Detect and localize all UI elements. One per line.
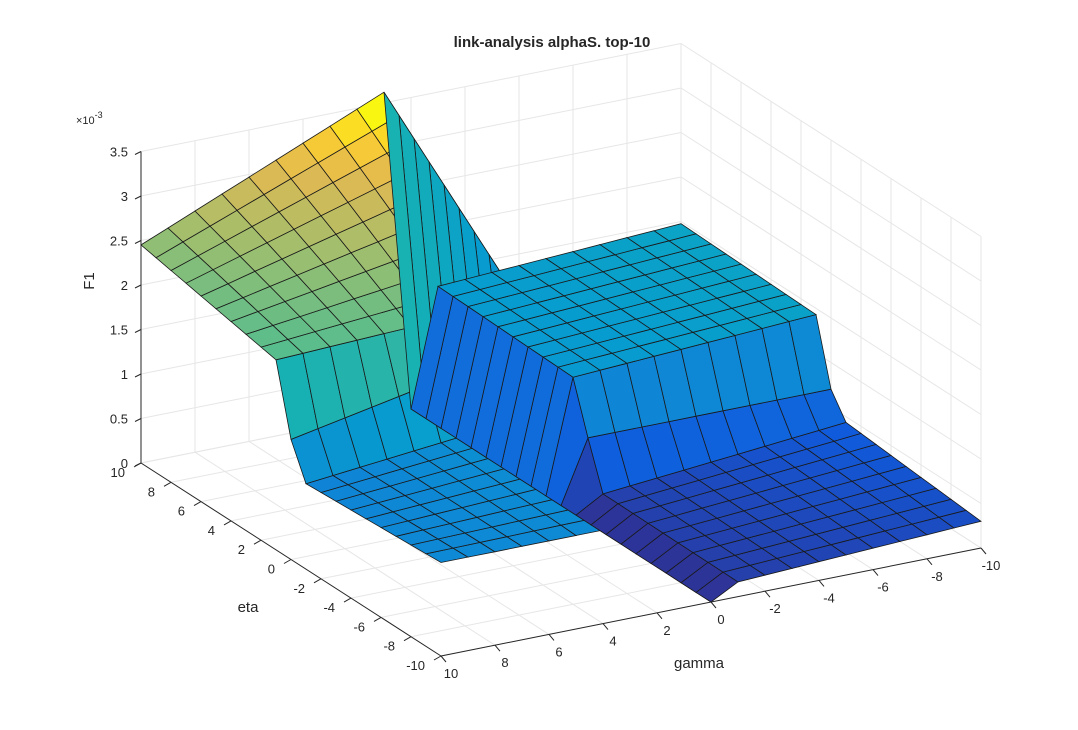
gamma-tick-mark [440,655,447,663]
z-axis-label: F1 [81,272,98,290]
surface-patch [653,223,697,242]
z-tick-mark [134,418,142,422]
gamma-tick-label: -6 [877,580,889,595]
tick-labels: 0 0.5 1 1.5 2 2.5 3 3.5 10 8 6 4 2 0 -2 -4 -6 -8 -10 10 8 6 4 2… [110,145,1000,682]
eta-tick-mark [163,481,172,487]
z-tick-label: 3 [121,189,128,204]
z-tick-mark [134,373,142,378]
gamma-tick-label: 0 [717,612,724,627]
z-exponent-label: ×10-3 [76,110,103,127]
gamma-tick-mark [548,634,555,641]
eta-tick-label: 0 [268,562,275,577]
x-axis-label: gamma [674,655,725,672]
z-exponent-base: ×10 [76,115,95,127]
eta-tick-label: 8 [148,484,155,499]
eta-tick-mark [223,520,232,526]
y-axis-label: eta [238,599,260,616]
eta-tick-mark [373,616,382,622]
gamma-tick-mark [602,623,609,630]
gamma-tick-label: -10 [982,558,1001,573]
eta-tick-mark [433,655,442,661]
eta-tick-label: 6 [178,504,185,519]
eta-tick-mark [133,462,142,468]
z-tick-mark [134,284,142,289]
z-tick-label: 0.5 [110,412,128,427]
z-tick-mark [134,329,142,333]
gamma-tick-mark [872,569,879,576]
eta-tick-label: 4 [208,523,215,538]
z-tick-label: 1 [121,367,128,382]
z-tick-mark [134,151,142,155]
eta-tick-mark [253,539,262,545]
z-tick-label: 2 [121,278,128,293]
eta-tick-label: -4 [323,600,335,615]
gamma-tick-label: 10 [444,666,458,681]
eta-tick-mark [283,559,292,564]
eta-tick-label: -6 [353,619,365,634]
gamma-tick-label: -4 [823,590,835,605]
z-tick-label: 2.5 [110,234,128,249]
z-tick-label: 3.5 [110,145,128,160]
gamma-tick-mark [764,590,771,598]
eta-tick-mark [193,501,202,507]
gamma-tick-mark [710,601,717,609]
gamma-tick-label: 6 [555,644,562,659]
gamma-tick-mark [818,580,825,587]
eta-tick-label: 2 [238,542,245,557]
z-tick-label: 0 [121,456,128,471]
surface-mesh [140,91,982,603]
grid-line [140,42,982,237]
eta-tick-label: -2 [293,581,305,596]
gamma-tick-label: 8 [501,655,508,670]
gamma-tick-mark [926,558,933,566]
z-tick-mark [134,240,142,244]
gamma-tick-mark [494,644,501,652]
gamma-tick-label: 4 [609,634,616,649]
eta-tick-label: -10 [406,658,425,673]
eta-tick-mark [343,597,352,603]
eta-tick-label: -8 [383,639,395,654]
eta-tick-mark [313,578,322,584]
z-exponent-power: -3 [95,110,103,120]
gamma-tick-mark [656,612,663,620]
gamma-tick-mark [980,547,987,555]
gamma-tick-label: 2 [663,623,670,638]
eta-tick-mark [403,636,412,642]
gamma-tick-label: -8 [931,569,943,584]
eta-tick-label: 10 [111,465,125,480]
chart-title: link-analysis alphaS. top-10 [454,34,651,51]
gamma-tick-label: -2 [769,601,781,616]
z-tick-label: 1.5 [110,323,128,338]
z-tick-mark [134,195,142,200]
